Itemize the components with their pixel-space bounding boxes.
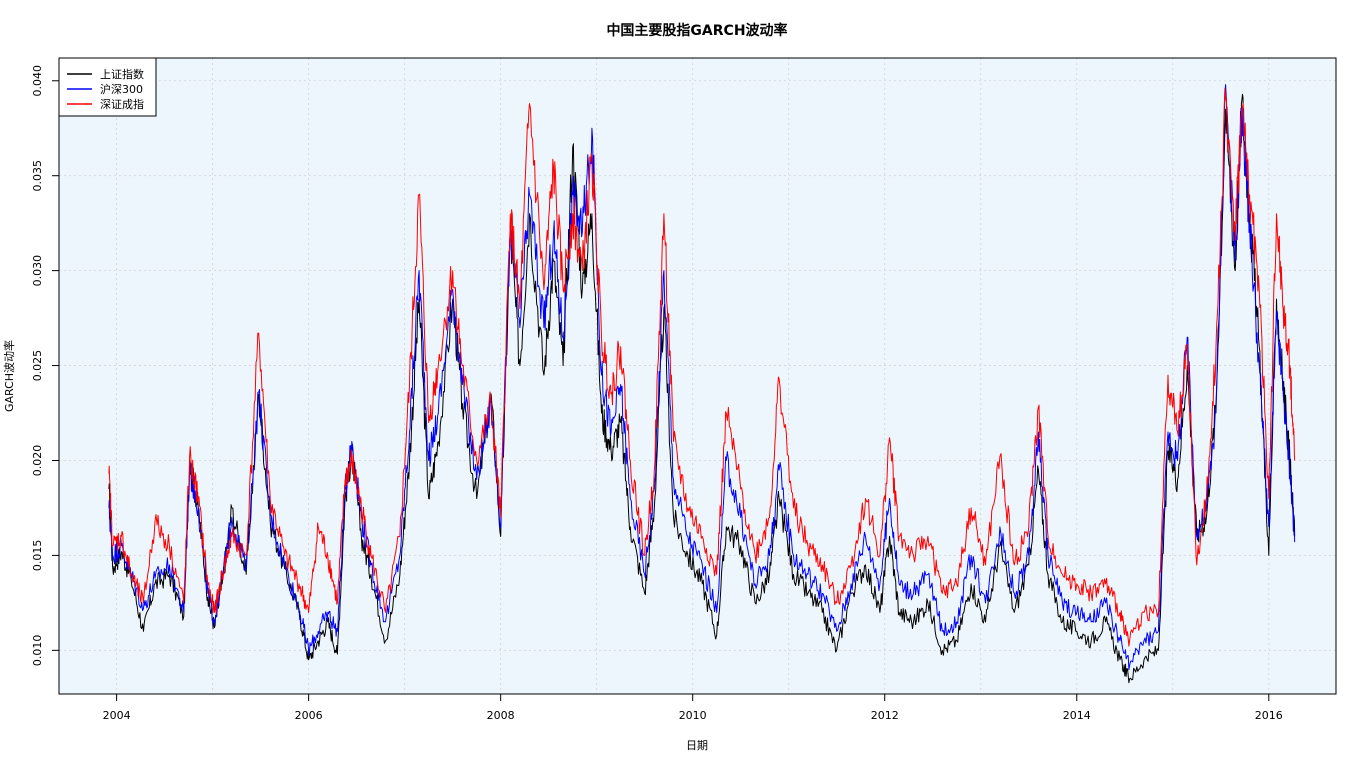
y-axis: 0.010 0.015 0.020 0.025 0.030 0.035 0.040 [31, 65, 59, 666]
x-tick-label: 2006 [295, 709, 323, 722]
legend-box [58, 57, 157, 117]
y-tick-label: 0.010 [31, 635, 44, 667]
x-tick-label: 2010 [679, 709, 707, 722]
plot-frame [58, 57, 1337, 695]
series-line-1 [108, 93, 1296, 684]
legend-label-csi300: 沪深300 [100, 82, 143, 96]
x-tick-label: 2012 [871, 709, 899, 722]
x-tick-label: 2008 [487, 709, 515, 722]
grid [59, 58, 1336, 694]
y-tick-label: 0.020 [31, 445, 44, 477]
y-tick-label: 0.030 [31, 255, 44, 287]
series-line-2 [108, 84, 1296, 671]
legend-label-shanghai: 上证指数 [100, 67, 144, 81]
y-axis-label: GARCH波动率 [2, 340, 16, 412]
legend: 上证指数 沪深300 深证成指 [58, 57, 157, 117]
plot-area [59, 58, 1336, 694]
x-tick-label: 2016 [1255, 709, 1283, 722]
y-tick-label: 0.040 [31, 65, 44, 97]
y-tick-label: 0.015 [31, 540, 44, 572]
x-tick-label: 2004 [103, 709, 131, 722]
series-layer [108, 84, 1296, 684]
chart-title: 中国主要股指GARCH波动率 [606, 22, 787, 39]
series-line-3 [108, 88, 1296, 647]
x-axis: 2004 2006 2008 2010 2012 2014 2016 [103, 694, 1283, 722]
legend-label-shenzhen: 深证成指 [100, 97, 144, 111]
x-axis-label: 日期 [686, 739, 708, 752]
y-tick-label: 0.025 [31, 350, 44, 382]
y-tick-label: 0.035 [31, 160, 44, 192]
x-tick-label: 2014 [1063, 709, 1091, 722]
